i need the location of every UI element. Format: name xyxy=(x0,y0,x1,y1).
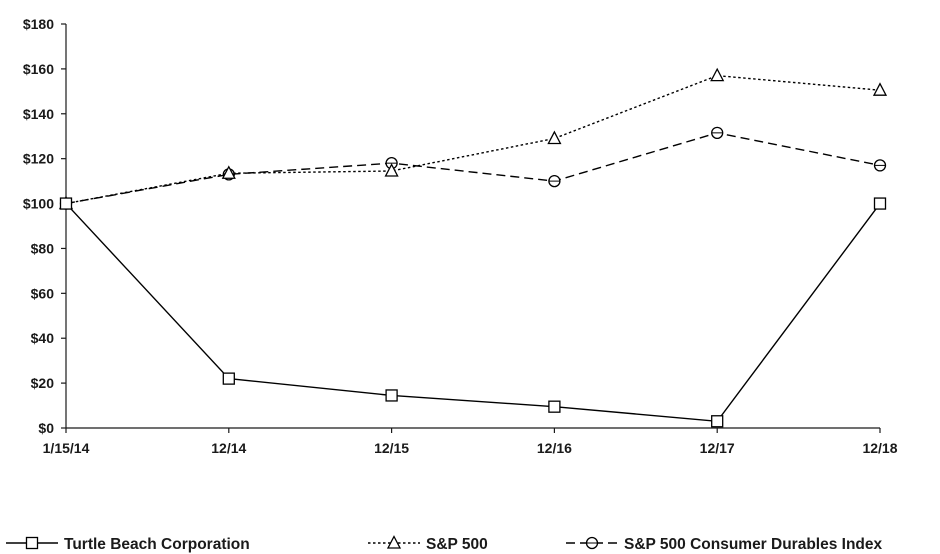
series-line xyxy=(65,74,881,205)
data-point-square xyxy=(59,197,73,210)
x-axis-ticks: 1/15/14 12/14 12/15 12/16 12/17 12/18 xyxy=(43,428,898,456)
data-point-triangle xyxy=(384,163,399,177)
data-point-triangle xyxy=(547,130,562,145)
axes xyxy=(65,24,880,429)
x-tick-label: 12/18 xyxy=(862,440,897,456)
series-triangle-group xyxy=(58,67,888,210)
legend-label: S&P 500 xyxy=(426,536,488,553)
series-line xyxy=(65,203,881,422)
legend-item: S&P 500 xyxy=(368,535,488,553)
y-tick-label: $0 xyxy=(38,420,54,436)
x-tick-label: 12/16 xyxy=(537,440,572,456)
data-point-square xyxy=(711,415,724,428)
legend-marker-triangle xyxy=(386,535,402,549)
legend-marker-square xyxy=(25,536,39,550)
data-point-square xyxy=(873,197,887,210)
y-tick-label: $80 xyxy=(31,240,55,256)
series-square-group xyxy=(59,197,887,428)
y-tick-label: $20 xyxy=(31,375,55,391)
data-point-square xyxy=(548,400,561,413)
data-point-triangle xyxy=(872,82,888,96)
y-axis-ticks: $0 $20 $40 $60 $80 $100 $120 $140 $160 $180 xyxy=(23,16,66,436)
series-line xyxy=(65,132,881,205)
data-point-triangle xyxy=(221,165,236,179)
series-circle-group xyxy=(59,126,887,210)
y-tick-label: $180 xyxy=(23,16,54,32)
y-tick-label: $100 xyxy=(23,196,54,212)
x-tick-label: 12/14 xyxy=(211,440,246,456)
x-tick-label: 12/15 xyxy=(374,440,409,456)
legend-item: Turtle Beach Corporation xyxy=(6,536,250,553)
y-tick-label: $160 xyxy=(23,61,54,77)
x-tick-label: 12/17 xyxy=(700,440,735,456)
y-tick-label: $40 xyxy=(31,330,55,346)
legend: Turtle Beach Corporation S&P 500 S&P 500 C… xyxy=(6,535,883,553)
y-tick-label: $120 xyxy=(23,151,54,167)
legend-item: S&P 500 Consumer Durables Index xyxy=(566,536,883,553)
legend-label: S&P 500 Consumer Durables Index xyxy=(624,536,883,553)
data-point-square xyxy=(385,389,398,402)
x-tick-label: 1/15/14 xyxy=(43,440,90,456)
data-point-square xyxy=(222,372,235,385)
y-tick-label: $140 xyxy=(23,106,54,122)
y-tick-label: $60 xyxy=(31,285,55,301)
legend-label: Turtle Beach Corporation xyxy=(64,536,250,553)
data-point-triangle xyxy=(710,67,725,82)
series-group xyxy=(58,67,888,428)
